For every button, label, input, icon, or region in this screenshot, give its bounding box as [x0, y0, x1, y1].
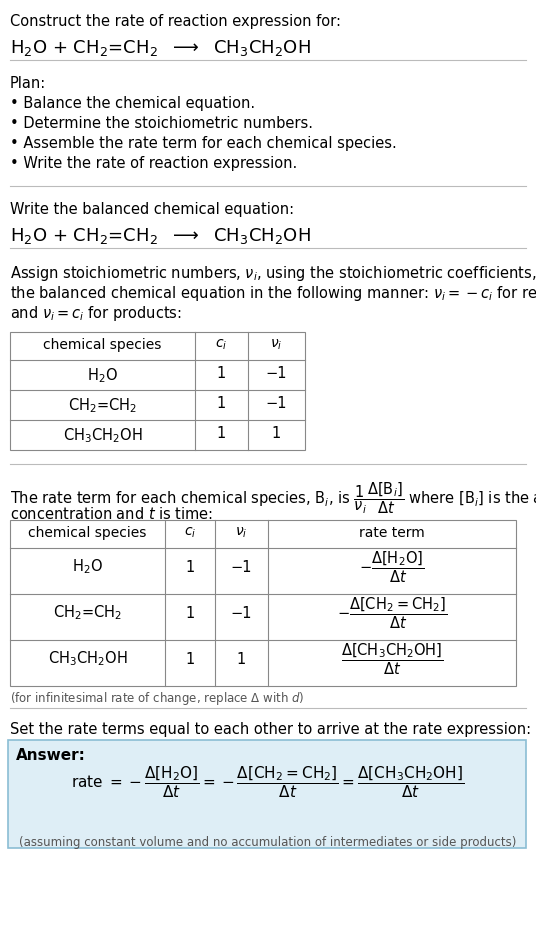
Text: 1: 1: [217, 396, 226, 411]
Text: • Write the rate of reaction expression.: • Write the rate of reaction expression.: [10, 156, 297, 171]
Text: H$_2$O: H$_2$O: [87, 366, 118, 385]
Text: and $\nu_i = c_i$ for products:: and $\nu_i = c_i$ for products:: [10, 304, 182, 323]
Text: • Determine the stoichiometric numbers.: • Determine the stoichiometric numbers.: [10, 116, 313, 131]
Text: (assuming constant volume and no accumulation of intermediates or side products): (assuming constant volume and no accumul…: [19, 836, 517, 849]
Text: $\nu_i$: $\nu_i$: [270, 338, 282, 352]
Text: 1: 1: [272, 426, 281, 441]
Text: • Balance the chemical equation.: • Balance the chemical equation.: [10, 96, 255, 111]
Text: the balanced chemical equation in the following manner: $\nu_i = -c_i$ for react: the balanced chemical equation in the fo…: [10, 284, 536, 303]
Text: −1: −1: [231, 605, 252, 621]
Text: Answer:: Answer:: [16, 748, 86, 763]
Text: H$_2$O + CH$_2$=CH$_2$  $\longrightarrow$  CH$_3$CH$_2$OH: H$_2$O + CH$_2$=CH$_2$ $\longrightarrow$…: [10, 226, 311, 246]
Text: Write the balanced chemical equation:: Write the balanced chemical equation:: [10, 202, 294, 217]
Text: (for infinitesimal rate of change, replace Δ with $d$): (for infinitesimal rate of change, repla…: [10, 690, 304, 707]
Text: $-\dfrac{\Delta[\mathrm{CH_2{=}CH_2}]}{\Delta t}$: $-\dfrac{\Delta[\mathrm{CH_2{=}CH_2}]}{\…: [337, 595, 447, 631]
Text: $\dfrac{\Delta[\mathrm{CH_3CH_2OH}]}{\Delta t}$: $\dfrac{\Delta[\mathrm{CH_3CH_2OH}]}{\De…: [341, 642, 443, 677]
Text: −1: −1: [266, 366, 287, 381]
Text: H$_2$O + CH$_2$=CH$_2$  $\longrightarrow$  CH$_3$CH$_2$OH: H$_2$O + CH$_2$=CH$_2$ $\longrightarrow$…: [10, 38, 311, 58]
Text: $c_i$: $c_i$: [184, 526, 196, 541]
Text: chemical species: chemical species: [28, 526, 147, 540]
Text: The rate term for each chemical species, B$_i$, is $\dfrac{1}{\nu_i}\dfrac{\Delt: The rate term for each chemical species,…: [10, 480, 536, 516]
FancyBboxPatch shape: [10, 520, 516, 686]
Text: Plan:: Plan:: [10, 76, 46, 91]
Text: chemical species: chemical species: [43, 338, 162, 352]
Text: CH$_3$CH$_2$OH: CH$_3$CH$_2$OH: [48, 649, 128, 668]
Text: −1: −1: [231, 560, 252, 574]
Text: rate $= -\dfrac{\Delta[\mathrm{H_2O}]}{\Delta t} = -\dfrac{\Delta[\mathrm{CH_2{=: rate $= -\dfrac{\Delta[\mathrm{H_2O}]}{\…: [71, 764, 465, 800]
Text: 1: 1: [217, 366, 226, 381]
Text: • Assemble the rate term for each chemical species.: • Assemble the rate term for each chemic…: [10, 136, 397, 151]
Text: H$_2$O: H$_2$O: [72, 558, 103, 576]
Text: 1: 1: [185, 651, 195, 666]
Text: Set the rate terms equal to each other to arrive at the rate expression:: Set the rate terms equal to each other t…: [10, 722, 531, 737]
Text: Construct the rate of reaction expression for:: Construct the rate of reaction expressio…: [10, 14, 341, 29]
Text: CH$_3$CH$_2$OH: CH$_3$CH$_2$OH: [63, 426, 143, 445]
Text: rate term: rate term: [359, 526, 425, 540]
FancyBboxPatch shape: [8, 740, 526, 848]
Text: Assign stoichiometric numbers, $\nu_i$, using the stoichiometric coefficients, $: Assign stoichiometric numbers, $\nu_i$, …: [10, 264, 536, 283]
Text: $c_i$: $c_i$: [215, 338, 228, 352]
Text: CH$_2$=CH$_2$: CH$_2$=CH$_2$: [68, 396, 137, 415]
Text: CH$_2$=CH$_2$: CH$_2$=CH$_2$: [53, 604, 122, 623]
Text: concentration and $t$ is time:: concentration and $t$ is time:: [10, 506, 213, 522]
Text: $\nu_i$: $\nu_i$: [235, 526, 248, 541]
Text: −1: −1: [266, 396, 287, 411]
Text: 1: 1: [237, 651, 246, 666]
Text: 1: 1: [185, 605, 195, 621]
FancyBboxPatch shape: [10, 332, 305, 450]
Text: 1: 1: [217, 426, 226, 441]
Text: $-\dfrac{\Delta[\mathrm{H_2O}]}{\Delta t}$: $-\dfrac{\Delta[\mathrm{H_2O}]}{\Delta t…: [359, 549, 425, 585]
Text: 1: 1: [185, 560, 195, 574]
